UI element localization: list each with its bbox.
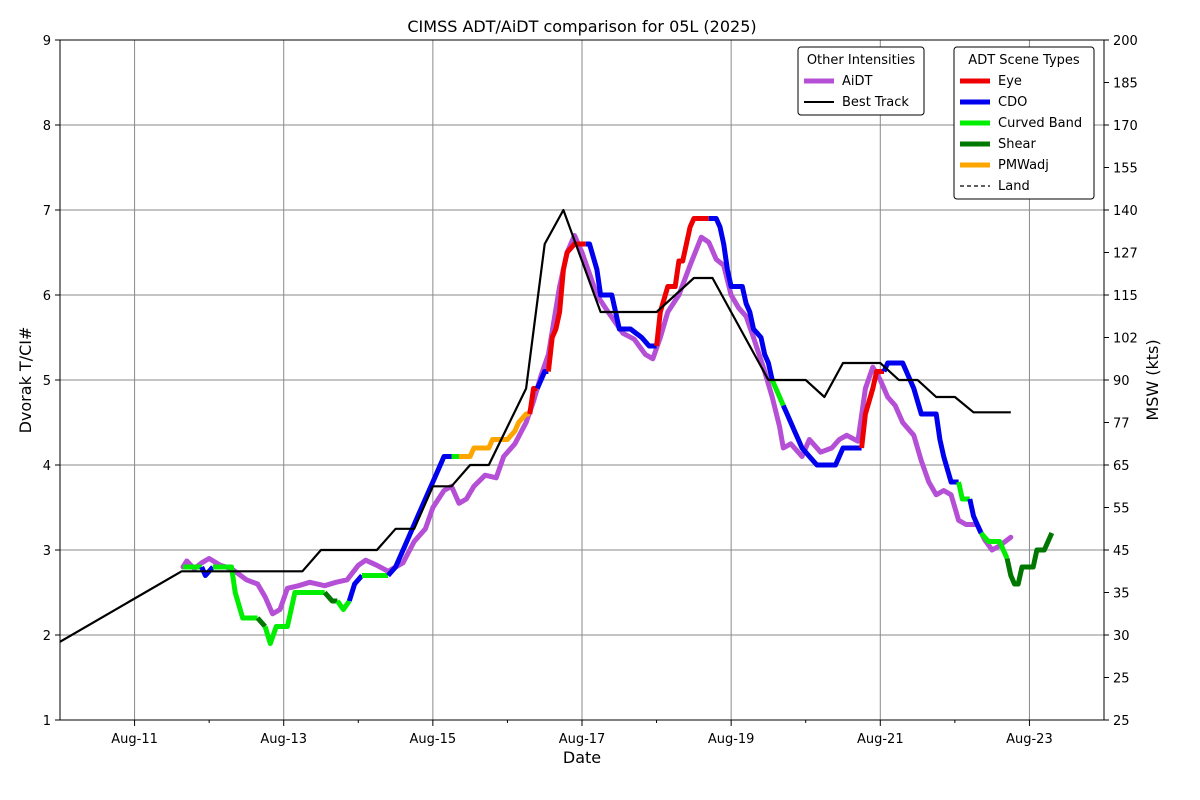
right-tick-label: 45: [1113, 544, 1130, 559]
legend-adt-scene-types-title: ADT Scene Types: [968, 53, 1080, 68]
right-tick-label: 55: [1113, 502, 1130, 517]
adt-segment-cdo: [708, 216, 775, 381]
legend-adt-scene-types-label: Eye: [998, 74, 1022, 89]
right-tick-label: 115: [1113, 289, 1138, 304]
best-track-line: [60, 208, 1011, 643]
right-tick-label: 90: [1113, 374, 1130, 389]
right-tick-label: 25: [1113, 672, 1130, 687]
adt-segment-shear: [255, 616, 267, 629]
x-tick-label: Aug-19: [708, 732, 755, 747]
x-tick-label: Aug-15: [410, 732, 457, 747]
adt-segment-curved: [979, 531, 1010, 560]
legend-other-intensities-title: Other Intensities: [807, 53, 916, 68]
y-tick-label: 2: [43, 629, 51, 644]
legend-other-intensities-label: Best Track: [842, 95, 909, 110]
y-tick-label: 5: [43, 374, 51, 389]
legend-adt-scene-types-label: Land: [998, 179, 1030, 194]
x-tick-label: Aug-13: [260, 732, 307, 747]
x-tick-label: Aug-11: [111, 732, 158, 747]
adt-segment-cdo: [967, 498, 984, 535]
legend-adt-scene-types-label: Shear: [998, 137, 1036, 152]
y-tick-label: 9: [43, 34, 51, 49]
adt-segment-eye: [527, 386, 538, 415]
adt-segment-shear: [1004, 531, 1055, 587]
x-axis-label: Date: [563, 748, 601, 767]
right-tick-label: 200: [1113, 34, 1138, 49]
adt-segment-cdo: [535, 369, 549, 390]
aidt-line: [180, 233, 1014, 617]
right-tick-label: 127: [1113, 247, 1138, 262]
chart-title: CIMSS ADT/AiDT comparison for 05L (2025): [407, 17, 756, 36]
adt-segment-curved: [769, 379, 786, 407]
legend-other-intensities-label: AiDT: [842, 74, 873, 89]
y-axis-label-right: MSW (kts): [1143, 339, 1162, 420]
y-tick-label: 7: [43, 204, 51, 219]
right-tick-label: 35: [1113, 587, 1130, 602]
y-tick-label: 4: [43, 459, 51, 474]
y-tick-label: 8: [43, 119, 51, 134]
x-tick-label: Aug-17: [559, 732, 606, 747]
x-tick-label: Aug-21: [857, 732, 904, 747]
adt-segment-cdo: [199, 565, 215, 578]
adt-segment-curved: [262, 590, 325, 646]
legend-adt-scene-types-box: [953, 46, 1095, 200]
legend-other-intensities-box: [797, 46, 925, 116]
axes: 1234567892525303545556577901021151271401…: [43, 34, 1138, 747]
right-tick-label: 102: [1113, 332, 1138, 347]
adt-segment-curved: [212, 564, 258, 621]
right-tick-label: 185: [1113, 77, 1138, 92]
adt-segment-cdo: [781, 404, 862, 468]
y-tick-label: 1: [43, 714, 51, 729]
right-tick-label: 65: [1113, 459, 1130, 474]
adt-segment-eye: [654, 216, 709, 347]
adt-segment-eye: [859, 369, 884, 449]
right-tick-label: 30: [1113, 629, 1130, 644]
adt-segment-cdo: [386, 454, 452, 578]
y-axis-label: Dvorak T/CI#: [16, 327, 35, 434]
adt-segment-curved: [956, 481, 970, 502]
legend-adt-scene-types-label: PMWadj: [998, 158, 1049, 173]
adt-segment-cdo: [881, 360, 959, 485]
right-tick-label: 25: [1113, 714, 1130, 729]
series: [60, 208, 1055, 646]
adt-segment-shear: [322, 590, 338, 604]
adt-segment-cdo: [346, 573, 364, 602]
y-tick-label: 3: [43, 544, 51, 559]
adt-segment-eye: [545, 241, 586, 372]
legend-adt-scene-types-label: CDO: [998, 95, 1027, 110]
grid: [60, 39, 1104, 721]
adt-segment-pmw: [459, 411, 530, 459]
adt-segment-curved: [335, 599, 352, 612]
right-tick-label: 155: [1113, 162, 1138, 177]
y-tick-label: 6: [43, 289, 51, 304]
right-tick-label: 170: [1113, 119, 1138, 134]
right-tick-label: 77: [1113, 417, 1130, 432]
legend-adt-scene-types-label: Curved Band: [998, 116, 1082, 131]
x-tick-label: Aug-23: [1006, 732, 1053, 747]
legends: Other Intensities AiDT Best Track ADT Scene…: [797, 46, 1095, 200]
right-tick-label: 140: [1113, 204, 1138, 219]
